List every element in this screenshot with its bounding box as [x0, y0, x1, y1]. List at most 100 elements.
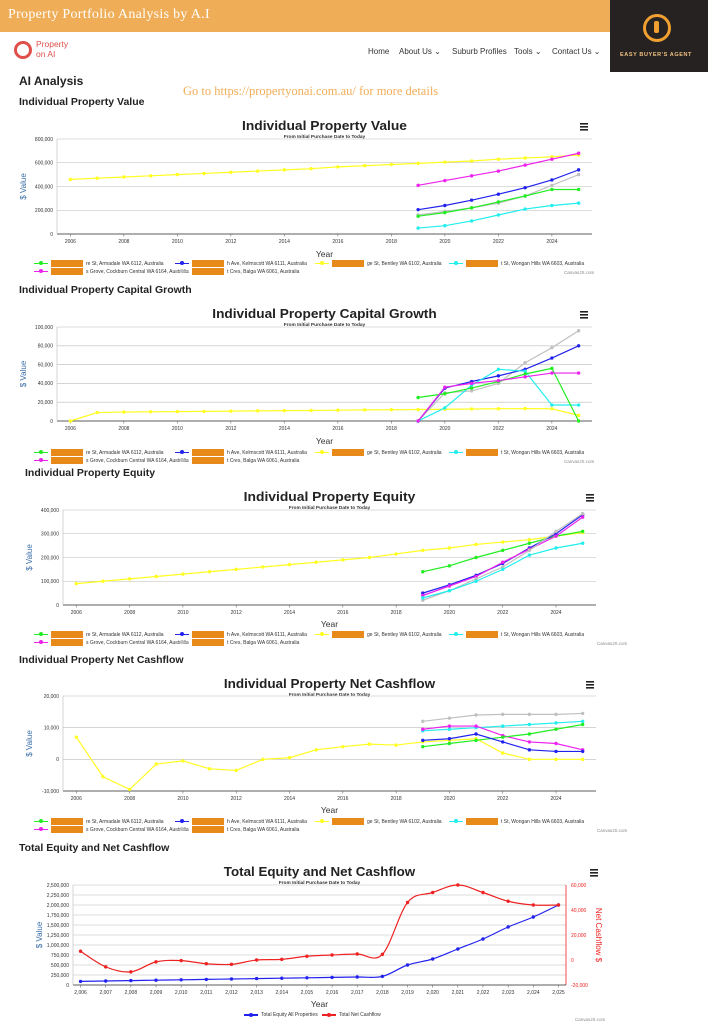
canvasjs-credit[interactable]: CanvasJS.com	[597, 641, 628, 646]
x-tick-label: 2018	[391, 796, 402, 802]
redacted-block	[51, 260, 83, 267]
data-point-yellow	[202, 409, 206, 414]
legend-item-grey[interactable]: t Cres, Balga WA 6061, Australia	[175, 639, 299, 646]
details-link[interactable]: Go to https://propertyonai.com.au/ for m…	[183, 84, 439, 98]
legend-item-green[interactable]: re St, Armadale WA 6112, Australia	[34, 260, 164, 267]
x-tick-label: 2020	[444, 610, 455, 616]
x-tick-label: 2016	[337, 610, 348, 616]
legend-item-green[interactable]: re St, Armadale WA 6112, Australia	[34, 631, 164, 638]
legend-marker	[175, 827, 189, 831]
data-point-green	[469, 206, 474, 210]
chart-menu-icon[interactable]	[580, 123, 588, 131]
redacted-block	[466, 260, 498, 267]
legend-item-yellow[interactable]: ge St, Bentley WA 6102, Australia	[315, 631, 442, 638]
data-point-yellow	[394, 743, 398, 747]
chart-menu-icon[interactable]	[586, 681, 594, 689]
legend-item-cyan[interactable]: t St, Wongan Hills WA 6603, Australia	[449, 449, 584, 456]
data-point-yellow	[234, 768, 238, 773]
data-point-green	[554, 727, 558, 731]
y-tick-label: 1,500,000	[47, 923, 69, 929]
chart-menu-icon[interactable]	[580, 311, 588, 319]
canvasjs-credit[interactable]: CanvasJS.com	[564, 270, 595, 275]
x-axis-label: Year	[321, 619, 338, 629]
data-point-cyan	[550, 403, 554, 407]
legend-item-grey[interactable]: t Cres, Balga WA 6061, Australia	[175, 826, 299, 833]
x-tick-label: 2022	[497, 796, 508, 802]
y-tick-label: 600,000	[35, 161, 53, 167]
section-net-cashflow: Individual Property Net Cashflow	[19, 654, 184, 666]
legend-item-grey[interactable]: t Cres, Balga WA 6061, Australia	[175, 457, 299, 464]
chart-total-equity-cashflow: Total Equity and Net Cashflow From Initia…	[0, 856, 708, 1024]
nav-contact[interactable]: Contact Us ⌄	[552, 47, 601, 56]
legend-marker	[175, 819, 189, 823]
legend-item-blue[interactable]: h Ave, Kelmscott WA 6111, Australia	[175, 818, 307, 825]
nav-tools[interactable]: Tools ⌄	[514, 47, 542, 56]
legend-item-magenta[interactable]: s Grove, Cockburn Central WA 6164, Austr…	[34, 826, 189, 833]
legend-label: ge St, Bentley WA 6102, Australia	[367, 449, 442, 456]
data-point-yellow	[341, 744, 345, 749]
data-point-magenta	[447, 584, 452, 588]
data-point-cyan	[443, 406, 447, 410]
legend-item-total_cash[interactable]: Total Net Cashflow	[322, 1012, 381, 1018]
section-property-value: Individual Property Value	[19, 96, 145, 108]
legend-item-yellow[interactable]: ge St, Bentley WA 6102, Australia	[315, 449, 442, 456]
legend-item-grey[interactable]: t Cres, Balga WA 6061, Australia	[175, 268, 299, 275]
canvasjs-credit[interactable]: CanvasJS.com	[564, 459, 595, 464]
data-point-blue	[496, 374, 501, 378]
redacted-block	[466, 449, 498, 456]
data-point-red	[78, 949, 83, 953]
data-point-grey	[474, 713, 478, 717]
y-tick-label: 20,000	[44, 694, 60, 700]
data-point-cyan	[496, 213, 501, 217]
redacted-block	[192, 457, 224, 464]
redacted-block	[332, 631, 364, 638]
data-point-red	[481, 890, 485, 895]
legend-marker	[175, 458, 189, 462]
legend-item-blue[interactable]: h Ave, Kelmscott WA 6111, Australia	[175, 260, 307, 267]
data-point-green	[580, 722, 585, 727]
x-tick-label: 2,021	[452, 990, 465, 996]
legend-label: t Cres, Balga WA 6061, Australia	[227, 457, 300, 464]
legend-item-magenta[interactable]: s Grove, Cockburn Central WA 6164, Austr…	[34, 268, 189, 275]
legend-item-yellow[interactable]: ge St, Bentley WA 6102, Australia	[315, 260, 442, 267]
data-point-grey	[580, 711, 585, 716]
legend-item-magenta[interactable]: s Grove, Cockburn Central WA 6164, Austr…	[34, 457, 189, 464]
legend-item-cyan[interactable]: t St, Wongan Hills WA 6603, Australia	[449, 260, 584, 267]
chart-title: Individual Property Equity	[244, 489, 416, 504]
data-point-green	[416, 214, 420, 218]
chart-menu-icon[interactable]	[586, 494, 594, 502]
data-point-yellow	[148, 174, 153, 178]
legend-item-green[interactable]: re St, Armadale WA 6112, Australia	[34, 449, 164, 456]
canvasjs-credit[interactable]: CanvasJS.com	[575, 1017, 606, 1022]
x-tick-label: 2012	[231, 610, 242, 616]
data-point-blue	[405, 963, 410, 967]
legend-item-magenta[interactable]: s Grove, Cockburn Central WA 6164, Austr…	[34, 639, 189, 646]
data-point-magenta	[474, 724, 478, 728]
x-tick-label: 2,020	[426, 990, 439, 996]
legend-item-yellow[interactable]: ge St, Bentley WA 6102, Australia	[315, 818, 442, 825]
legend-item-cyan[interactable]: t St, Wongan Hills WA 6603, Australia	[449, 631, 584, 638]
legend-label: ge St, Bentley WA 6102, Australia	[367, 818, 442, 825]
legend-item-blue[interactable]: h Ave, Kelmscott WA 6111, Australia	[175, 449, 307, 456]
legend-item-blue[interactable]: h Ave, Kelmscott WA 6111, Australia	[175, 631, 307, 638]
y-tick-label: 400,000	[35, 184, 53, 190]
canvasjs-credit[interactable]: CanvasJS.com	[597, 828, 628, 833]
nav-about[interactable]: About Us ⌄	[399, 47, 441, 56]
data-point-yellow	[501, 540, 505, 544]
legend-item-cyan[interactable]: t St, Wongan Hills WA 6603, Australia	[449, 818, 584, 825]
data-point-cyan	[501, 567, 505, 572]
data-point-cyan	[576, 403, 581, 407]
nav-home[interactable]: Home	[368, 47, 390, 56]
chart-menu-icon[interactable]	[590, 869, 598, 877]
x-tick-label: 2,014	[276, 990, 289, 996]
nav-suburb-profiles[interactable]: Suburb Profiles	[452, 47, 507, 56]
y-tick-label: 300,000	[41, 532, 59, 538]
x-tick-label: 2,006	[74, 990, 87, 996]
series-line-blue	[80, 904, 559, 982]
y-tick-label: 2,500,000	[47, 883, 69, 889]
data-point-yellow	[443, 160, 447, 164]
legend-item-total_equity[interactable]: Total Equity All Properties	[244, 1012, 318, 1018]
data-point-yellow	[523, 406, 527, 411]
legend-item-green[interactable]: re St, Armadale WA 6112, Australia	[34, 818, 164, 825]
